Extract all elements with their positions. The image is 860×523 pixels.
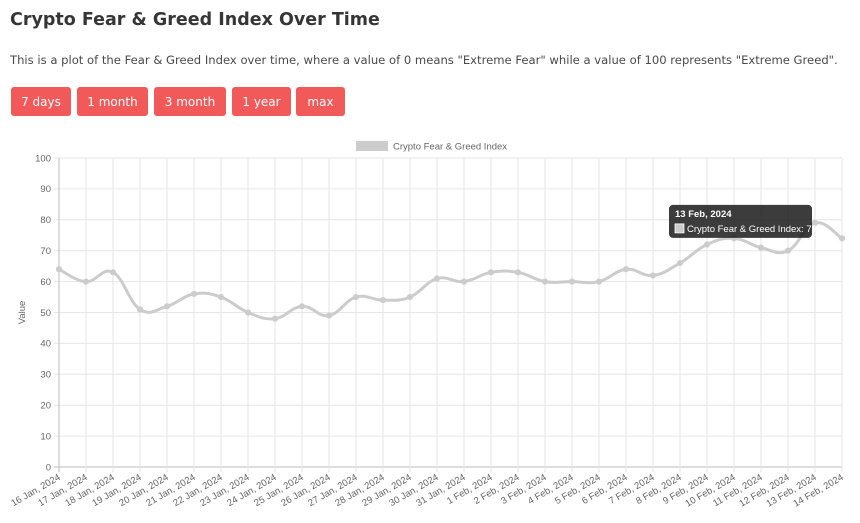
fear-greed-chart: Crypto Fear & Greed Index Value 0 10 20 30 4… [9, 141, 846, 510]
data-point[interactable] [55, 266, 63, 273]
tooltip-body: Crypto Fear & Greed Index: 79 [687, 224, 817, 235]
chart-grid [54, 157, 843, 472]
data-point[interactable] [379, 297, 387, 304]
data-point[interactable] [757, 244, 765, 251]
series-points [55, 219, 846, 322]
y-tick-label: 80 [40, 215, 51, 226]
y-tick-label: 50 [40, 308, 51, 319]
data-point[interactable] [190, 290, 198, 298]
data-point[interactable] [271, 315, 279, 322]
data-point[interactable] [325, 312, 333, 319]
data-point[interactable] [676, 259, 684, 267]
data-point[interactable] [784, 247, 792, 254]
range-button-1-month[interactable]: 1 month [77, 87, 148, 116]
range-button-3-month[interactable]: 3 month [154, 87, 226, 116]
legend-swatch [356, 141, 388, 151]
chart-tooltip: 13 Feb, 2024 Crypto Fear & Greed Index: … [669, 204, 817, 238]
data-point[interactable] [406, 293, 414, 301]
y-tick-label: 100 [35, 153, 51, 164]
range-button-1-year[interactable]: 1 year [232, 87, 291, 116]
range-button-max[interactable]: max [296, 87, 345, 116]
data-point[interactable] [244, 309, 252, 316]
y-tick-label: 0 [46, 462, 51, 473]
y-tick-label: 40 [40, 339, 51, 350]
data-point[interactable] [352, 293, 360, 301]
data-point[interactable] [82, 278, 90, 285]
legend-label: Crypto Fear & Greed Index [393, 142, 507, 153]
y-tick-label: 90 [40, 184, 51, 195]
data-point[interactable] [595, 278, 603, 285]
data-point[interactable] [649, 272, 657, 279]
y-tick-label: 20 [40, 401, 51, 412]
data-point[interactable] [811, 219, 819, 226]
y-axis-title: Value [17, 301, 28, 325]
tooltip-box [669, 204, 812, 238]
data-point[interactable] [487, 269, 495, 276]
y-tick-label: 70 [40, 246, 51, 257]
y-axis-ticks: 0 10 20 30 40 50 60 70 80 90 100 [35, 153, 51, 473]
y-tick-label: 10 [40, 431, 51, 442]
data-point[interactable] [541, 278, 549, 285]
data-point[interactable] [703, 241, 711, 248]
data-point[interactable] [136, 306, 144, 313]
data-point[interactable] [568, 278, 576, 285]
chart-legend[interactable]: Crypto Fear & Greed Index [356, 141, 507, 153]
data-point[interactable] [163, 303, 171, 310]
data-point[interactable] [514, 269, 522, 276]
y-tick-label: 60 [40, 277, 51, 288]
data-point[interactable] [433, 275, 441, 282]
data-point[interactable] [460, 278, 468, 285]
page-title: Crypto Fear & Greed Index Over Time [10, 10, 380, 30]
data-point[interactable] [217, 293, 225, 301]
y-tick-label: 30 [40, 370, 51, 381]
page-description: This is a plot of the Fear & Greed Index… [10, 53, 838, 67]
data-point[interactable] [622, 266, 630, 273]
range-button-7-days[interactable]: 7 days [11, 87, 71, 116]
tooltip-swatch [674, 223, 685, 234]
data-point[interactable] [838, 235, 846, 242]
data-point[interactable] [109, 269, 117, 276]
data-point[interactable] [298, 303, 306, 310]
tooltip-title: 13 Feb, 2024 [675, 209, 732, 220]
